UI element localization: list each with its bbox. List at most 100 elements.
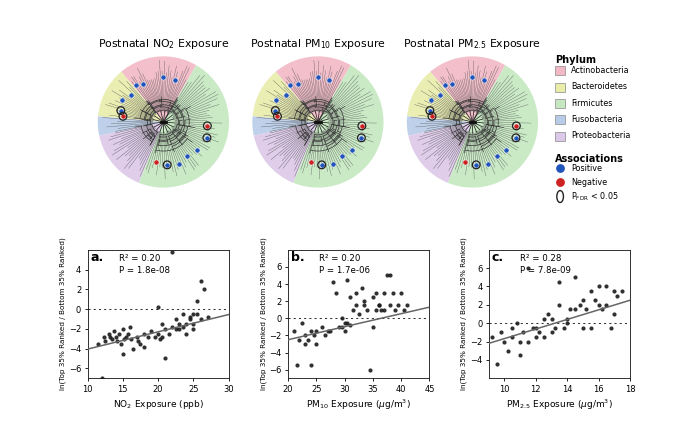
Point (522, 265, 533, 272)
Point (342, 276, 353, 283)
Point (128, 345, 139, 352)
Point (146, 327, 157, 334)
Point (177, 323, 188, 330)
Point (311, 328, 322, 334)
Point (538, 334, 550, 340)
Point (376, 306, 387, 313)
Point (500, 147, 512, 154)
Text: Actinobacteria: Actinobacteria (570, 66, 629, 75)
Text: c.: c. (491, 251, 504, 264)
Wedge shape (448, 65, 538, 187)
Point (130, 82, 141, 89)
Point (117, 326, 128, 332)
Point (138, 81, 149, 88)
Text: Negative: Negative (570, 178, 607, 187)
Point (514, 352, 526, 359)
Point (578, 297, 589, 303)
Point (202, 122, 213, 129)
Point (149, 333, 160, 340)
Point (116, 340, 127, 347)
Text: b.: b. (291, 251, 304, 264)
Point (373, 302, 384, 309)
Point (491, 153, 502, 160)
Point (339, 328, 350, 334)
Point (359, 302, 370, 309)
Point (609, 288, 620, 295)
Point (542, 311, 554, 317)
Point (339, 319, 350, 326)
Point (435, 92, 446, 99)
Text: R² = 0.20: R² = 0.20 (319, 254, 360, 263)
Point (530, 324, 541, 331)
Point (393, 302, 404, 309)
Point (668, 22, 679, 28)
Point (174, 161, 185, 168)
Text: P = 7.8e-09: P = 7.8e-09 (520, 266, 570, 275)
Point (188, 311, 199, 317)
Point (305, 328, 316, 334)
Point (387, 289, 398, 296)
Point (337, 153, 348, 160)
Point (368, 323, 379, 330)
Point (133, 337, 144, 344)
Point (191, 311, 202, 317)
Text: Proteobacteria: Proteobacteria (570, 131, 630, 140)
Point (546, 329, 557, 336)
Point (302, 336, 314, 343)
Point (585, 288, 596, 295)
Wedge shape (98, 72, 163, 122)
Point (426, 113, 438, 120)
Point (606, 324, 617, 331)
Point (118, 113, 129, 120)
Point (518, 329, 529, 336)
Point (384, 272, 395, 279)
Point (177, 311, 188, 317)
Point (132, 333, 143, 340)
Point (486, 334, 498, 340)
Point (570, 306, 581, 313)
Point (154, 335, 165, 342)
Point (121, 333, 132, 340)
Point (373, 302, 384, 309)
Point (368, 294, 379, 300)
Point (401, 302, 412, 309)
Point (350, 302, 361, 309)
Point (323, 77, 335, 84)
Point (139, 343, 150, 350)
Point (117, 350, 128, 357)
Point (126, 92, 137, 99)
Point (174, 320, 185, 327)
Point (297, 319, 308, 326)
Wedge shape (98, 116, 163, 136)
Point (559, 324, 570, 331)
Point (106, 335, 118, 342)
FancyBboxPatch shape (555, 82, 566, 92)
Text: Fusobacteria: Fusobacteria (570, 115, 622, 124)
Title: Postnatal NO$_2$ Exposure: Postnatal NO$_2$ Exposure (97, 37, 229, 51)
Wedge shape (254, 122, 318, 183)
Point (328, 161, 339, 168)
Point (538, 315, 550, 322)
Point (167, 248, 178, 255)
Point (356, 134, 367, 141)
Point (182, 153, 193, 160)
Point (125, 323, 136, 330)
Point (561, 315, 573, 322)
Point (153, 304, 164, 311)
Point (188, 326, 199, 332)
Point (424, 107, 435, 114)
Point (316, 162, 328, 168)
Point (440, 82, 451, 89)
Point (511, 122, 522, 129)
Point (322, 328, 333, 334)
Point (170, 315, 181, 322)
Point (103, 330, 114, 337)
Point (514, 338, 526, 345)
Point (447, 81, 458, 88)
Point (609, 311, 620, 317)
Point (312, 74, 323, 80)
Point (270, 107, 281, 114)
Point (118, 335, 130, 342)
Point (325, 328, 336, 334)
Point (319, 332, 330, 339)
